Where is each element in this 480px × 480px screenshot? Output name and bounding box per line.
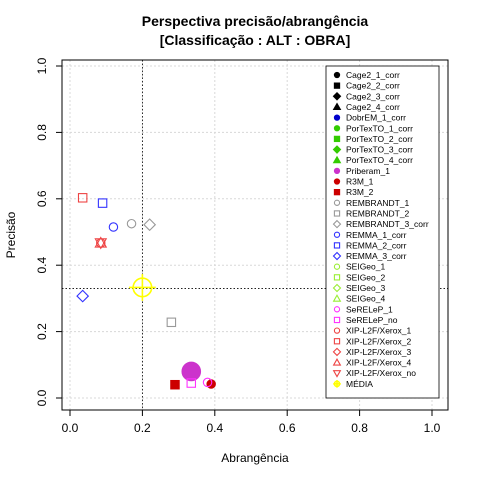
y-tick-label: 0.0 (35, 389, 49, 406)
legend-label-3: Cage2_4_corr (346, 102, 400, 112)
legend-label-6: PorTexTO_2_corr (346, 134, 413, 144)
legend-label-24: XIP-L2F/Xerox_1 (346, 326, 411, 336)
legend-label-14: REMBRANDT_3_corr (346, 219, 429, 229)
legend-key-19 (333, 274, 341, 281)
data-point-29 (129, 274, 156, 301)
x-tick-label: 1.0 (424, 421, 441, 435)
legend-label-16: REMMA_2_corr (346, 240, 407, 250)
x-tick-label: 0.0 (62, 421, 79, 435)
data-point-23 (186, 378, 197, 388)
legend-key-24 (333, 327, 341, 334)
y-tick-label: 0.8 (35, 124, 49, 141)
data-point-16 (97, 198, 108, 208)
legend-label-28: XIP-L2F/Xerox_no (346, 368, 416, 378)
legend-key-12 (333, 199, 341, 206)
legend-key-14 (332, 219, 342, 229)
legend-key-25 (333, 338, 341, 345)
legend-label-11: R3M_2 (346, 187, 374, 197)
legend-label-5: PorTexTO_1_corr (346, 123, 413, 133)
chart-title-line2: [Classificação : ALT : OBRA] (160, 32, 351, 48)
legend-key-7 (332, 145, 342, 154)
legend-key-16 (333, 242, 341, 249)
chart-title-line1: Perspectiva precisão/abrangência (142, 13, 369, 29)
legend-box (325, 65, 440, 399)
legend-label-2: Cage2_3_corr (346, 91, 400, 101)
legend-key-13 (333, 210, 341, 217)
legend-label-8: PorTexTO_4_corr (346, 155, 413, 165)
data-point-11 (170, 379, 180, 390)
data-point-9 (181, 361, 202, 382)
data-point-14 (143, 218, 157, 232)
legend-label-4: DobrEM_1_corr (346, 113, 406, 123)
legend-key-10 (333, 178, 341, 185)
legend-label-10: R3M_1 (346, 177, 374, 187)
legend-key-3 (332, 102, 342, 111)
legend-label-27: XIP-L2F/Xerox_4 (346, 358, 411, 368)
legend-key-26 (332, 347, 342, 357)
data-point-27 (94, 236, 108, 248)
data-point-28 (94, 238, 108, 250)
x-tick-label: 0.4 (206, 421, 223, 435)
x-tick-label: 0.8 (351, 421, 368, 435)
legend-key-4 (333, 114, 341, 121)
y-axis-ticks: 0.0 0.2 0.4 0.6 0.8 1.0 (35, 57, 62, 406)
legend-key-18 (333, 263, 341, 270)
legend-label-9: Priberam_1 (346, 166, 390, 176)
data-point-13 (166, 317, 177, 328)
legend-key-27 (332, 358, 342, 366)
legend-label-0: Cage2_1_corr (346, 70, 400, 80)
legend-key-17 (332, 251, 342, 261)
x-tick-label: 0.6 (279, 421, 296, 435)
data-point-15 (108, 222, 119, 232)
legend-key-11 (333, 189, 341, 196)
y-tick-label: 0.4 (35, 257, 49, 274)
legend-key-29 (333, 380, 341, 388)
legend-label-29: MÉDIA (346, 379, 373, 389)
x-tick-label: 0.2 (134, 421, 151, 435)
x-axis-label: Abrangência (221, 451, 289, 465)
plot-frame (61, 59, 449, 411)
legend-key-20 (332, 283, 342, 293)
legend-label-7: PorTexTO_3_corr (346, 145, 413, 155)
legend-label-18: SEIGeo_1 (346, 262, 385, 272)
legend-label-20: SEIGeo_3 (346, 283, 385, 293)
legend-label-1: Cage2_2_corr (346, 81, 400, 91)
legend-key-2 (332, 92, 342, 101)
legend-label-25: XIP-L2F/Xerox_2 (346, 336, 411, 346)
x-axis-ticks: 0.0 0.2 0.4 0.6 0.8 1.0 (62, 410, 441, 435)
data-point-25 (77, 193, 88, 203)
legend-label-22: SeRELeP_1 (346, 304, 393, 314)
legend-key-0 (333, 71, 341, 79)
legend-label-12: REMBRANDT_1 (346, 198, 410, 208)
data-points (76, 193, 216, 390)
y-tick-label: 0.2 (35, 323, 49, 340)
legend: Cage2_1_corrCage2_2_corrCage2_3_corrCage… (325, 65, 440, 399)
legend-label-17: REMMA_3_corr (346, 251, 407, 261)
y-axis-label: Precisão (4, 211, 18, 258)
legend-key-1 (333, 82, 341, 89)
legend-key-6 (333, 135, 341, 143)
data-point-22 (202, 377, 213, 388)
data-point-12 (126, 218, 137, 229)
y-tick-label: 0.6 (35, 190, 49, 207)
legend-key-22 (333, 306, 341, 313)
legend-key-28 (332, 370, 342, 378)
legend-key-9 (333, 167, 341, 174)
legend-label-23: SeRELeP_no (346, 315, 398, 325)
legend-label-19: SEIGeo_2 (346, 272, 385, 282)
y-tick-label: 1.0 (35, 57, 49, 74)
legend-label-21: SEIGeo_4 (346, 294, 385, 304)
data-point-17 (76, 289, 90, 303)
legend-key-5 (333, 125, 341, 132)
reference-lines (62, 60, 448, 410)
legend-key-15 (333, 231, 341, 238)
legend-key-21 (332, 294, 342, 302)
legend-label-13: REMBRANDT_2 (346, 208, 410, 218)
legend-label-26: XIP-L2F/Xerox_3 (346, 347, 411, 357)
legend-key-23 (333, 316, 341, 324)
legend-key-8 (332, 155, 342, 164)
legend-label-15: REMMA_1_corr (346, 230, 407, 240)
